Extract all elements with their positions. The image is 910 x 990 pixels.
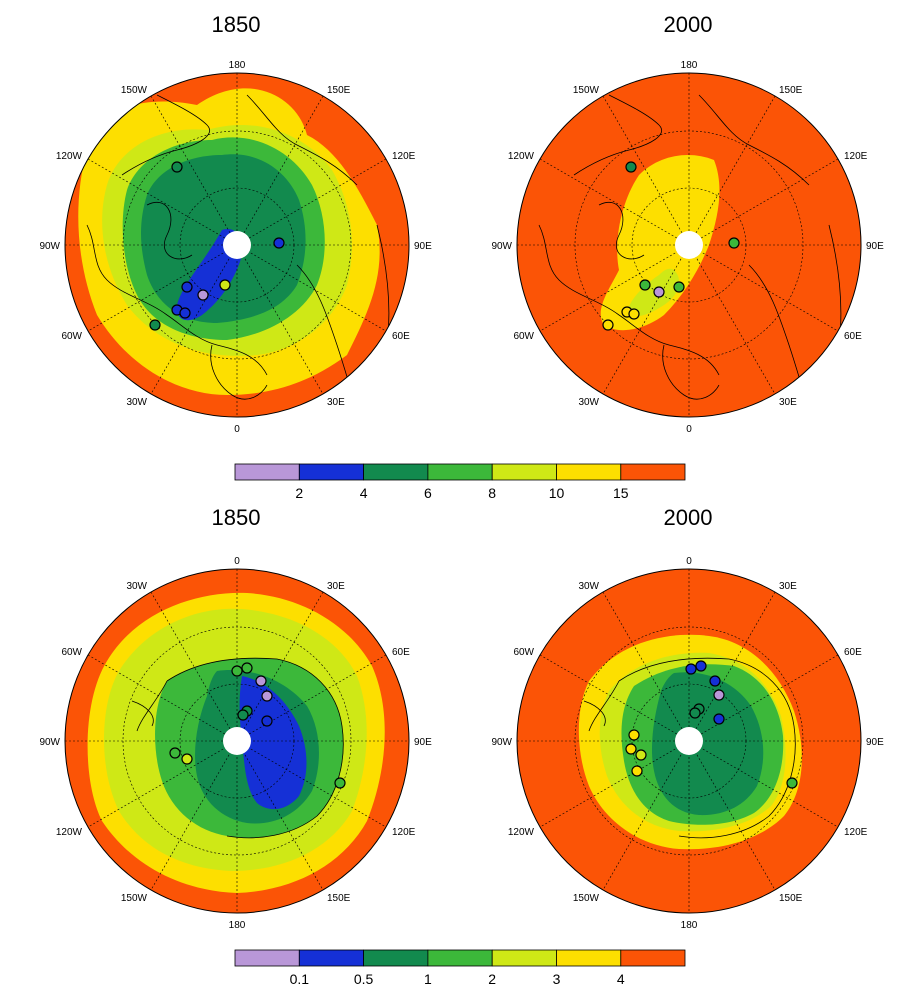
panel-title-bottom-left: 1850 <box>211 505 261 530</box>
lon-label: 150W <box>121 85 148 96</box>
station-markers <box>149 161 285 331</box>
lon-label: 180 <box>681 920 698 931</box>
colorbar-tick: 2 <box>295 485 303 501</box>
contour-0.5 <box>239 676 307 810</box>
colorbar-tick: 10 <box>549 485 565 501</box>
station-markers <box>169 662 346 789</box>
lon-label: 60E <box>844 331 862 342</box>
arctic-map-1850: 180 0 90W 90E 150W 150E 120W 120E 60W 60… <box>39 60 432 435</box>
lon-label: 120W <box>56 827 83 838</box>
lon-label: 0 <box>234 556 240 567</box>
colorbar-tick: 6 <box>424 485 432 501</box>
panel-title-bottom-right: 2000 <box>663 505 713 530</box>
lon-label: 0 <box>686 424 692 435</box>
lon-label: 90E <box>866 737 884 748</box>
lon-label: 0 <box>686 556 692 567</box>
colorbar-tick: 0.5 <box>354 971 374 987</box>
colorbar-tick: 3 <box>553 971 561 987</box>
lon-label: 150W <box>573 85 600 96</box>
lon-label: 30E <box>327 581 345 592</box>
lon-label: 60E <box>392 647 410 658</box>
contour-10 <box>627 268 680 317</box>
lon-label: 120W <box>508 827 535 838</box>
lon-label: 180 <box>229 920 246 931</box>
lon-label: 60W <box>61 331 82 342</box>
colorbar-tick: 15 <box>613 485 629 501</box>
lon-label: 120E <box>392 827 416 838</box>
colorbar-bottom: 0.1 0.5 1 2 3 4 <box>234 949 686 987</box>
lon-label: 30W <box>126 581 147 592</box>
station-markers <box>602 161 740 331</box>
arctic-map-2000: 180 0 90W 90E 150W 150E 120W 120E 60W 60… <box>491 60 884 435</box>
lon-label: 60W <box>513 647 534 658</box>
lon-label: 90E <box>866 241 884 252</box>
lon-label: 150W <box>573 893 600 904</box>
lon-label: 150W <box>121 893 148 904</box>
panel-title-top-left: 1850 <box>211 12 261 37</box>
colorbar-tick: 2 <box>488 971 496 987</box>
lon-label: 90E <box>414 737 432 748</box>
lon-label: 30E <box>779 581 797 592</box>
lon-label: 90W <box>491 241 512 252</box>
lon-label: 120W <box>56 151 83 162</box>
lon-label: 120E <box>392 151 416 162</box>
contour-1 <box>651 672 764 816</box>
antarctic-map-2000: 0 180 90W 90E 30W 30E 60W 60E 120W 120E … <box>491 556 884 931</box>
colorbar-tick: 1 <box>424 971 432 987</box>
lon-label: 120E <box>844 151 868 162</box>
lon-label: 180 <box>681 60 698 71</box>
lon-label: 30W <box>126 397 147 408</box>
lon-label: 90W <box>39 737 60 748</box>
antarctic-map-1850: 0 180 90W 90E 30W 30E 60W 60E 120W 120E … <box>39 556 432 931</box>
lon-label: 0 <box>234 424 240 435</box>
contour-15 <box>600 155 720 331</box>
station-markers <box>625 660 798 789</box>
colorbar-tick: 0.1 <box>290 971 310 987</box>
lon-label: 120E <box>844 827 868 838</box>
lon-label: 150E <box>327 85 351 96</box>
lon-label: 90E <box>414 241 432 252</box>
lon-label: 30E <box>327 397 345 408</box>
colorbar-tick: 4 <box>617 971 625 987</box>
colorbar-tick: 8 <box>488 485 496 501</box>
lon-label: 180 <box>229 60 246 71</box>
lon-label: 30W <box>578 581 599 592</box>
lon-label: 30W <box>578 397 599 408</box>
lon-label: 60E <box>392 331 410 342</box>
lon-label: 150E <box>779 893 803 904</box>
pole-hole <box>223 231 251 259</box>
lon-label: 60E <box>844 647 862 658</box>
coastlines <box>86 94 390 411</box>
lon-label: 150E <box>779 85 803 96</box>
lon-label: 120W <box>508 151 535 162</box>
lon-label: 60W <box>513 331 534 342</box>
lon-label: 60W <box>61 647 82 658</box>
lon-label: 90W <box>39 241 60 252</box>
panel-title-top-right: 2000 <box>663 12 713 37</box>
colorbar-tick: 4 <box>360 485 368 501</box>
colorbar-top: 2 4 6 8 10 15 <box>234 463 686 501</box>
lon-label: 150E <box>327 893 351 904</box>
lon-label: 30E <box>779 397 797 408</box>
lon-label: 90W <box>491 737 512 748</box>
